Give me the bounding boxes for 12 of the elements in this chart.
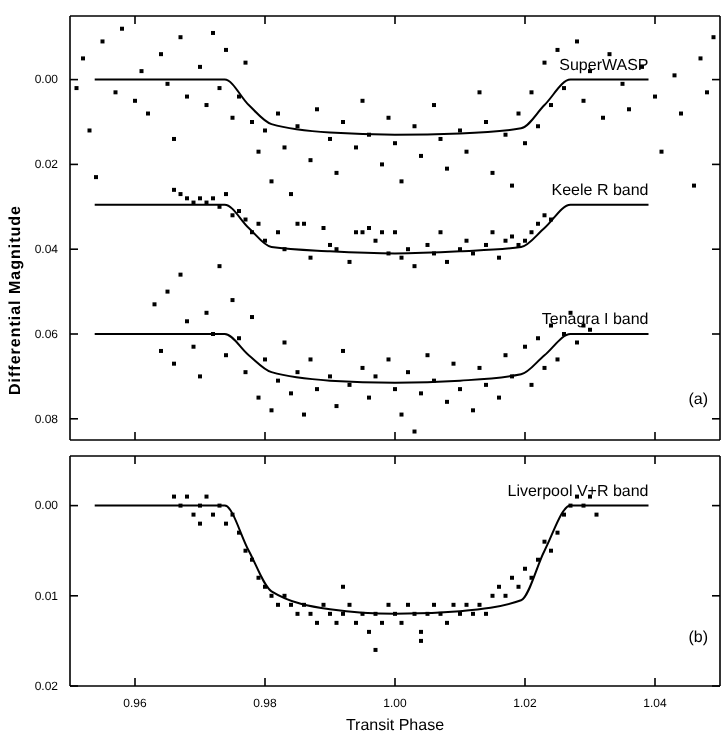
line-series	[93, 333, 650, 384]
series-label: SuperWASP	[559, 55, 649, 74]
y-axis-title: Differential Magnitude	[6, 204, 24, 396]
series-label: Keele R band	[551, 180, 649, 199]
line-series	[93, 203, 650, 255]
legend-label: Liverpool V+R band	[507, 481, 649, 500]
line-series	[93, 504, 650, 615]
line-series	[93, 78, 650, 136]
annotation: (a)	[688, 390, 709, 408]
annotation: (b)	[688, 628, 709, 646]
series-label: Tenagra I band	[541, 310, 649, 328]
x-axis-title: Transit Phase	[345, 716, 446, 734]
